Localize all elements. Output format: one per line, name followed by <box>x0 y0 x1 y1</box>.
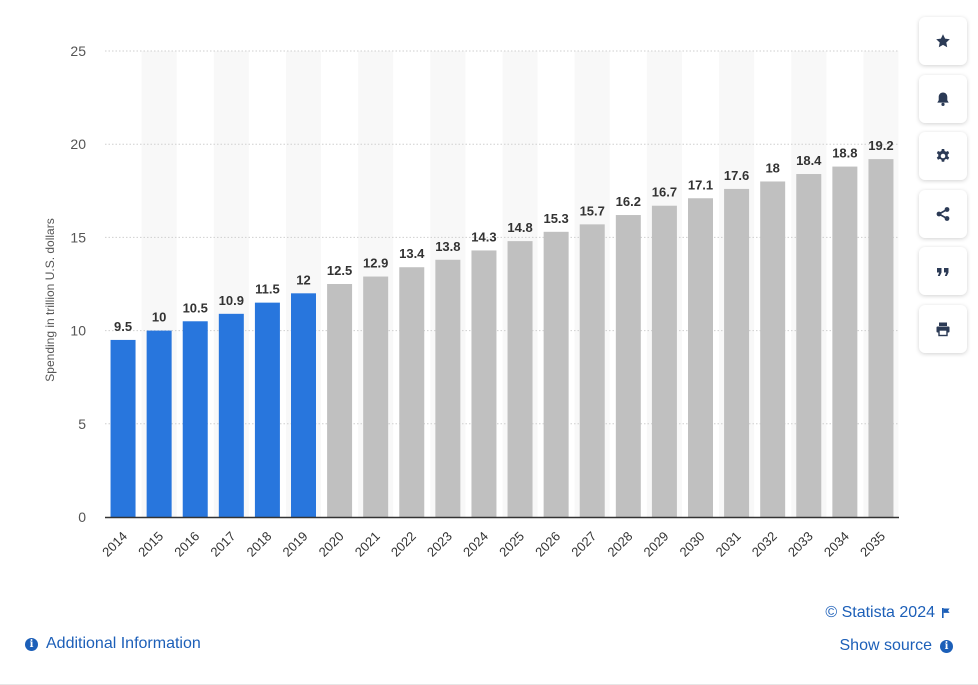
data-label: 16.2 <box>616 194 641 209</box>
x-tick-label: 2024 <box>460 529 491 560</box>
copyright[interactable]: © Statista 2024 <box>825 604 951 622</box>
bell-icon <box>937 92 949 106</box>
x-tick-label: 2018 <box>243 529 274 560</box>
data-label: 16.7 <box>652 185 677 200</box>
bar <box>760 181 786 518</box>
x-tick-label: 2022 <box>388 529 419 560</box>
x-tick-label: 2028 <box>604 529 635 560</box>
bar <box>110 339 136 517</box>
data-label: 18.8 <box>832 146 857 161</box>
bar <box>615 215 641 518</box>
data-label: 12.9 <box>363 256 388 271</box>
data-label: 15.7 <box>580 203 605 218</box>
data-label: 13.4 <box>399 246 425 261</box>
data-label: 18.4 <box>796 153 822 168</box>
x-tick-label: 2021 <box>352 529 383 560</box>
bar <box>182 321 208 517</box>
y-tick-label: 15 <box>70 229 86 245</box>
star-icon <box>936 34 950 48</box>
data-label: 12 <box>296 272 310 287</box>
x-tick-label: 2034 <box>821 529 852 560</box>
y-tick-label: 10 <box>70 323 86 339</box>
data-label: 10 <box>152 310 166 325</box>
x-tick-label: 2017 <box>207 529 238 560</box>
favorite-button[interactable] <box>919 17 967 65</box>
y-tick-label: 0 <box>78 509 86 525</box>
bar <box>399 267 425 517</box>
y-axis-label: Spending in trillion U.S. dollars <box>43 218 57 381</box>
data-label: 9.5 <box>114 319 132 334</box>
bar <box>688 198 713 518</box>
data-label: 11.5 <box>255 282 280 297</box>
additional-information-link[interactable]: i Additional Information <box>25 635 201 653</box>
data-label: 10.5 <box>183 300 208 315</box>
bar <box>579 224 605 518</box>
print-icon <box>936 322 950 336</box>
x-tick-label: 2020 <box>316 529 347 560</box>
data-label: 15.3 <box>543 211 568 226</box>
bar <box>724 188 750 517</box>
bar <box>291 293 316 517</box>
data-label: 17.1 <box>688 177 713 192</box>
x-tick-label: 2031 <box>713 529 744 560</box>
x-tick-label: 2035 <box>857 529 888 560</box>
bar <box>543 231 569 518</box>
data-label: 18 <box>765 160 779 175</box>
print-button[interactable] <box>919 304 967 353</box>
chart-toolbar <box>919 17 967 362</box>
show-source-link[interactable]: Show source i <box>839 637 953 655</box>
quote-icon <box>937 268 949 276</box>
x-tick-label: 2025 <box>496 529 527 560</box>
x-tick-label: 2030 <box>677 529 708 560</box>
bar <box>868 159 894 517</box>
bar <box>651 205 677 517</box>
settings-button[interactable] <box>919 132 967 180</box>
additional-information-label[interactable]: Additional Information <box>46 635 201 652</box>
bar <box>796 174 822 518</box>
data-label: 17.6 <box>724 168 749 183</box>
data-label: 10.9 <box>219 293 244 308</box>
x-tick-label: 2023 <box>424 529 455 560</box>
x-tick-label: 2032 <box>749 529 780 560</box>
data-label: 14.3 <box>471 229 496 244</box>
bar <box>832 166 858 517</box>
x-tick-label: 2014 <box>99 529 130 560</box>
bar <box>363 276 389 517</box>
x-tick-label: 2015 <box>135 529 166 560</box>
data-label: 12.5 <box>327 263 352 278</box>
gear-icon <box>936 149 950 162</box>
x-tick-label: 2029 <box>640 529 671 560</box>
bar <box>146 330 172 517</box>
x-tick-label: 2027 <box>568 529 599 560</box>
data-label: 19.2 <box>868 138 893 153</box>
x-tick-label: 2016 <box>171 529 202 560</box>
data-label: 14.8 <box>507 220 532 235</box>
bar <box>327 284 353 517</box>
info-icon: i <box>940 639 953 653</box>
x-tick-label: 2019 <box>280 529 311 560</box>
notification-button[interactable] <box>919 74 967 123</box>
copyright-text[interactable]: © Statista 2024 <box>825 604 935 621</box>
bar <box>435 259 461 517</box>
share-button[interactable] <box>919 189 967 238</box>
show-source-label[interactable]: Show source <box>839 637 933 654</box>
y-tick-label: 5 <box>78 416 86 432</box>
bar <box>507 241 533 518</box>
flag-icon <box>942 608 950 618</box>
bar <box>254 302 280 517</box>
x-tick-label: 2026 <box>532 529 563 560</box>
share-icon <box>936 206 950 221</box>
data-label: 13.8 <box>435 239 460 254</box>
info-icon: i <box>25 637 38 651</box>
bar <box>471 250 497 517</box>
y-tick-label: 25 <box>70 43 86 59</box>
y-tick-label: 20 <box>70 136 86 152</box>
x-tick-label: 2033 <box>785 529 816 560</box>
cite-button[interactable] <box>919 247 967 295</box>
bar <box>218 313 244 517</box>
